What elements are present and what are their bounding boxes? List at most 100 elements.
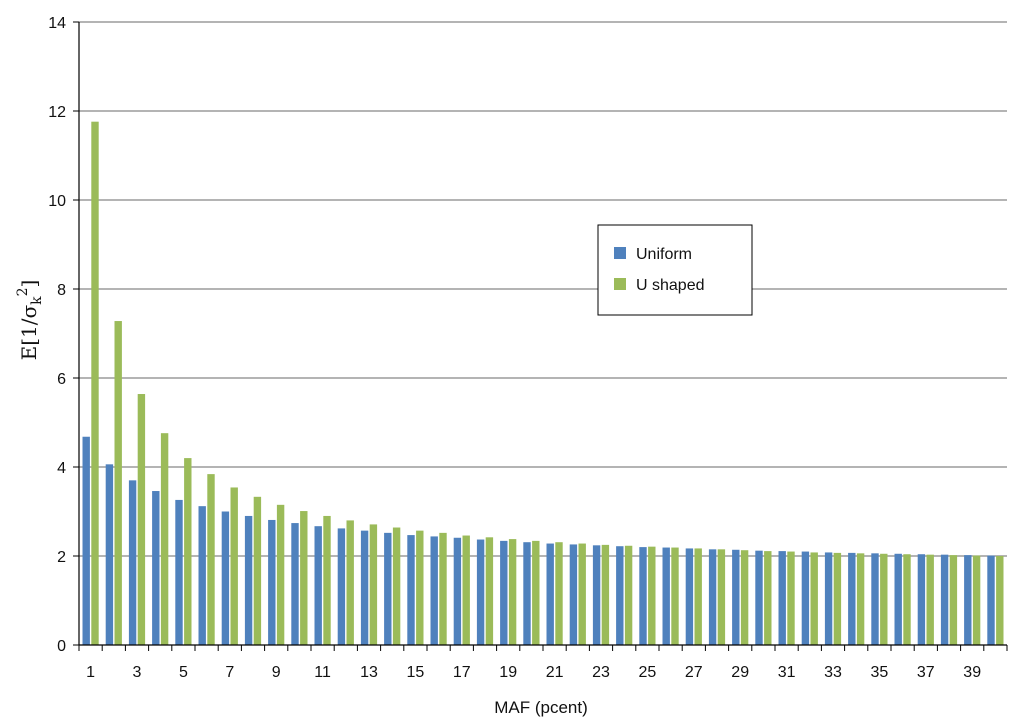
bar [207,474,215,645]
y-axis-title-prefix: E[1/σ [17,305,41,361]
bar [801,551,810,645]
bar [453,537,462,645]
bar [964,555,972,645]
legend-label-uniform: Uniform [636,246,692,263]
bar [671,547,679,645]
bar [114,321,122,645]
bar [152,491,160,645]
x-tick-label: 31 [778,664,796,681]
y-tick-label: 10 [48,193,66,210]
y-tick-label: 2 [57,549,66,566]
bar [810,552,818,645]
bar [314,526,322,645]
bar [369,524,378,645]
bar [346,520,354,645]
bar [137,394,146,645]
x-tick-label: 23 [592,664,610,681]
y-tick-label: 12 [48,104,66,121]
bar [903,554,911,645]
x-tick-labels: 1 3 5 7 9 11 13 15 17 19 21 23 25 27 29 31 33 35 37 39 [86,664,981,681]
bar [639,547,647,645]
bar [824,552,833,645]
bar [268,519,276,645]
bar [384,532,392,645]
y-tick-label: 8 [57,282,66,299]
gridlines [79,21,1007,557]
bar [300,511,308,645]
x-tick-label: 11 [314,664,331,681]
bar [337,528,346,645]
bar [253,496,262,645]
x-axis-title: MAF (pcent) [494,698,588,717]
y-tick-label: 4 [57,460,66,477]
bar [949,555,958,645]
y-axis-title-superscript: 2 [15,287,31,296]
bar [972,555,981,645]
bar [708,549,717,645]
bar [523,542,531,645]
x-tick-label: 39 [963,664,981,681]
x-tick-label: 37 [917,664,935,681]
x-tick-label: 3 [133,664,142,681]
x-tick-label: 21 [546,664,564,681]
bars [82,121,1004,646]
bar [578,543,586,645]
bar [555,542,563,645]
x-tick-label: 35 [871,664,889,681]
bar [601,544,610,645]
bar [592,545,601,645]
bar [880,553,888,645]
bar [430,536,438,645]
bar [198,506,206,645]
bar [987,555,995,645]
bar [532,540,540,645]
x-tick-label: 9 [272,664,281,681]
y-axis-title-suffix: ] [17,280,41,288]
bar [940,554,949,645]
x-tick-label: 17 [453,664,471,681]
bar [160,433,169,645]
y-tick-labels: 0 2 4 6 8 10 12 14 [48,15,66,655]
bar [508,539,517,645]
bar [616,546,624,645]
bar [926,554,934,645]
bar [485,537,494,645]
x-tick-label: 7 [225,664,234,681]
x-tick-label: 27 [685,664,703,681]
y-tick-label: 6 [57,371,66,388]
bar [91,121,99,646]
bar [569,544,578,645]
bar [462,535,470,645]
bar [105,464,114,645]
bar [360,530,369,645]
y-axis-title: E[1/σk2] [15,280,45,361]
bar [82,436,90,645]
bar [871,553,879,645]
legend-label-u-shaped: U shaped [636,277,705,294]
legend-swatch-uniform [614,247,626,259]
legend: Uniform U shaped [597,224,753,316]
x-tick-label: 13 [360,664,378,681]
bar [740,550,749,645]
bar [500,540,508,645]
bar [996,556,1004,645]
x-tick-label: 1 [86,664,95,681]
axes [73,21,1008,651]
y-axis-title-subscript: k [29,296,45,305]
bar [439,532,447,645]
bar [787,551,795,645]
bar [732,549,740,645]
bar [230,487,238,645]
bar [894,553,902,645]
x-tick-label: 19 [499,664,517,681]
bar [407,535,415,645]
series-uniform [82,436,995,645]
x-tick-label: 33 [824,664,842,681]
bar [276,504,285,645]
bar [778,551,786,645]
bar [833,552,842,645]
bar [662,547,670,645]
y-tick-label: 0 [57,638,66,655]
bar [291,523,299,645]
